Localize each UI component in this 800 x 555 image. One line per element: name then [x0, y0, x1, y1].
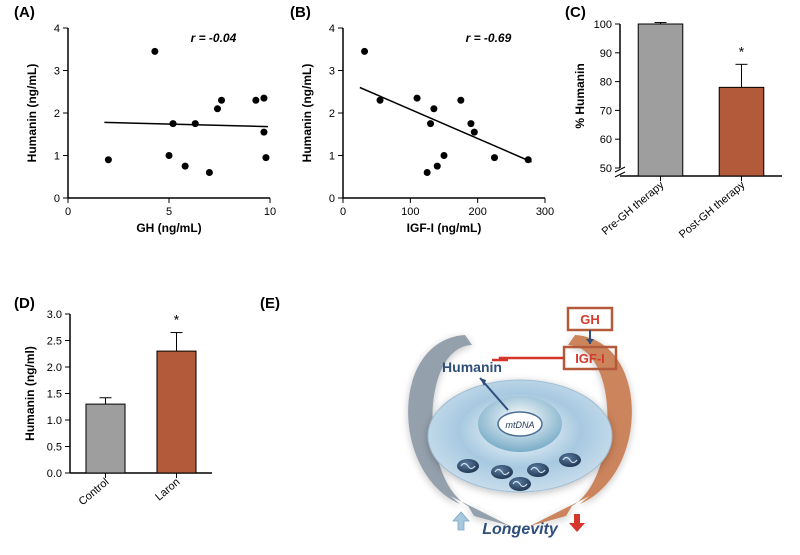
- svg-text:4: 4: [54, 23, 60, 35]
- scatter-point: [427, 120, 434, 127]
- bar: [86, 404, 125, 473]
- inhibit-line: [500, 358, 564, 360]
- longevity-up-arrow: [453, 512, 469, 530]
- scatter-point: [151, 48, 158, 55]
- panel-a-plot: 0 5 10 0 1 2 3 4 GH (ng/mL) Humanin (ng/mL) r = -0…: [25, 23, 276, 235]
- panel-d-chart: 0.0 0.5 1.0 1.5 2.0 2.5 3.0 Humanin (ng/ml) Cont…: [20, 300, 220, 545]
- svg-text:2.5: 2.5: [47, 336, 62, 348]
- scatter-point: [414, 95, 421, 102]
- scatter-point: [467, 120, 474, 127]
- igf-label: IGF-I: [575, 351, 605, 366]
- panel-b-plot: 0 100 200 300 0 1 2 3 4 IGF-I (ng/mL) Humanin (ng/…: [300, 23, 554, 235]
- scatter-point: [430, 105, 437, 112]
- svg-text:1: 1: [329, 151, 335, 163]
- svg-text:Humanin (ng/mL): Humanin (ng/mL): [300, 64, 314, 163]
- svg-text:5: 5: [166, 206, 172, 218]
- scatter-point: [262, 154, 269, 161]
- longevity-label: Longevity: [482, 521, 559, 538]
- panel-e-diagram: mtDNA Humanin GH IGF-I Longevity: [270, 300, 790, 550]
- scatter-point: [206, 169, 213, 176]
- panel-b-chart: 0 100 200 300 0 1 2 3 4 IGF-I (ng/mL) Humanin (ng/…: [295, 10, 555, 240]
- svg-text:% Humanin: % Humanin: [573, 63, 587, 128]
- svg-text:3: 3: [54, 66, 60, 78]
- panel-a-chart: 0 5 10 0 1 2 3 4 GH (ng/mL) Humanin (ng/mL) r = -0…: [20, 10, 280, 240]
- svg-text:Humanin (ng/mL): Humanin (ng/mL): [25, 64, 39, 163]
- svg-text:0: 0: [340, 206, 346, 218]
- svg-text:0.5: 0.5: [47, 442, 62, 454]
- svg-text:2: 2: [54, 108, 60, 120]
- svg-text:100: 100: [594, 19, 612, 31]
- scatter-point: [252, 97, 259, 104]
- svg-text:100: 100: [401, 206, 419, 218]
- scatter-point: [361, 48, 368, 55]
- svg-text:1: 1: [54, 151, 60, 163]
- scatter-point: [218, 97, 225, 104]
- svg-text:1.5: 1.5: [47, 389, 62, 401]
- svg-text:80: 80: [600, 77, 612, 89]
- svg-text:IGF-I (ng/mL): IGF-I (ng/mL): [407, 221, 482, 235]
- svg-text:300: 300: [536, 206, 554, 218]
- svg-text:r = -0.69: r = -0.69: [466, 31, 512, 45]
- svg-text:*: *: [174, 312, 180, 328]
- svg-text:0.0: 0.0: [47, 468, 62, 480]
- scatter-point: [260, 129, 267, 136]
- svg-text:10: 10: [264, 206, 276, 218]
- bar: [157, 351, 196, 473]
- panel-d-plot: 0.0 0.5 1.0 1.5 2.0 2.5 3.0 Humanin (ng/ml) Cont…: [23, 309, 212, 508]
- scatter-point: [457, 97, 464, 104]
- scatter-point: [434, 163, 441, 170]
- bar: [638, 24, 683, 176]
- scatter-point: [166, 152, 173, 159]
- panel-c-plot: 50 60 70 80 90 100 % Humanin Pre-GH therapy * Pos…: [573, 19, 782, 240]
- scatter-point: [377, 97, 384, 104]
- longevity-down-arrow: [569, 514, 585, 532]
- svg-text:Laron: Laron: [153, 476, 182, 503]
- svg-text:*: *: [739, 43, 745, 59]
- svg-text:2: 2: [329, 108, 335, 120]
- bar: [719, 87, 764, 176]
- scatter-point: [192, 120, 199, 127]
- scatter-point: [182, 163, 189, 170]
- scatter-point: [471, 129, 478, 136]
- scatter-point: [424, 169, 431, 176]
- mtdna-label: mtDNA: [506, 420, 535, 430]
- panel-e-plot: mtDNA Humanin GH IGF-I Longevity: [408, 308, 632, 538]
- svg-text:3.0: 3.0: [47, 309, 62, 321]
- svg-text:Control: Control: [77, 476, 112, 508]
- svg-text:50: 50: [600, 163, 612, 175]
- scatter-point: [525, 156, 532, 163]
- svg-text:2.0: 2.0: [47, 362, 62, 374]
- svg-text:60: 60: [600, 134, 612, 146]
- svg-text:70: 70: [600, 105, 612, 117]
- svg-text:4: 4: [329, 23, 335, 35]
- svg-text:0: 0: [329, 193, 335, 205]
- svg-text:3: 3: [329, 66, 335, 78]
- svg-text:0: 0: [65, 206, 71, 218]
- scatter-point: [441, 152, 448, 159]
- svg-text:Humanin (ng/ml): Humanin (ng/ml): [23, 346, 37, 441]
- svg-text:Pre-GH therapy: Pre-GH therapy: [600, 179, 667, 238]
- scatter-point: [491, 154, 498, 161]
- scatter-point: [105, 156, 112, 163]
- svg-text:1.0: 1.0: [47, 415, 62, 427]
- svg-text:200: 200: [468, 206, 486, 218]
- svg-text:GH (ng/mL): GH (ng/mL): [136, 221, 201, 235]
- svg-text:0: 0: [54, 193, 60, 205]
- svg-text:Post-GH therapy: Post-GH therapy: [677, 179, 748, 240]
- svg-text:90: 90: [600, 48, 612, 60]
- scatter-point: [260, 95, 267, 102]
- scatter-point: [214, 105, 221, 112]
- scatter-point: [170, 120, 177, 127]
- humanin-label: Humanin: [442, 359, 502, 375]
- gh-label: GH: [580, 312, 600, 327]
- panel-c-chart: 50 60 70 80 90 100 % Humanin Pre-GH therapy * Pos…: [570, 10, 790, 240]
- svg-text:r = -0.04: r = -0.04: [191, 31, 237, 45]
